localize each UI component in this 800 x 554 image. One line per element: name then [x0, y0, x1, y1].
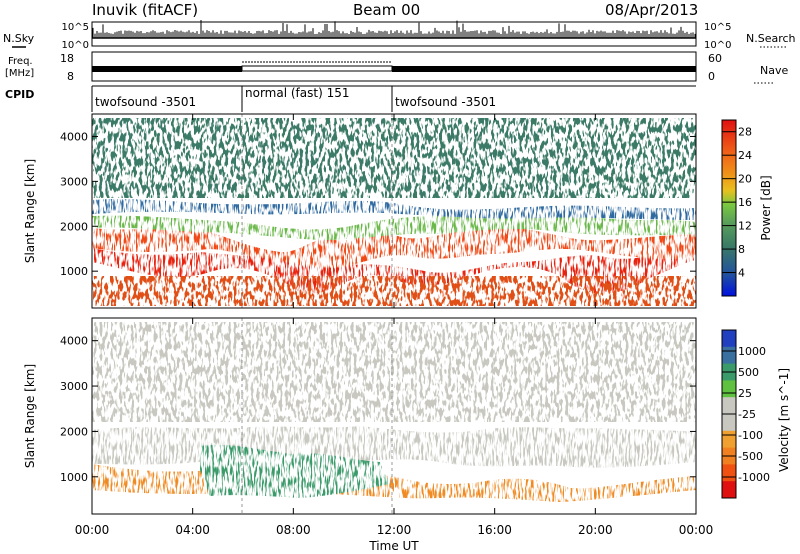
- power-sparse-high: [92, 118, 696, 198]
- noise-tick-top-left: 10^5: [62, 22, 89, 33]
- power-band-upper: [92, 215, 696, 240]
- power-sparse-low: [92, 276, 696, 306]
- nave-label: Nave: [760, 64, 788, 77]
- range-tick-label: 2000: [60, 425, 88, 438]
- colorbar-tick-label: 4: [738, 267, 745, 280]
- velocity-colorbar-ticks: 1000 500 25 -25 -100 -500 -1000: [722, 345, 770, 484]
- date-label: 08/Apr/2013: [605, 1, 698, 19]
- nave-tick-bottom: 0: [708, 70, 715, 83]
- cpid-segment-1: twofsound -3501: [95, 95, 196, 109]
- nsky-label: N.Sky: [3, 32, 35, 45]
- nsearch-label: N.Search: [746, 32, 796, 45]
- colorbar-tick-label: 28: [738, 126, 752, 139]
- colorbar-segment: [722, 380, 736, 398]
- power-colorbar-label: Power [dB]: [759, 175, 773, 240]
- colorbar-segment: [722, 346, 736, 365]
- power-scatter-sparse: [92, 118, 696, 306]
- nave-tick-top: 60: [708, 52, 722, 65]
- velocity-sparse-high: [92, 322, 696, 422]
- freq-label-1: Freq.: [8, 56, 33, 67]
- power-band-top: [92, 199, 696, 220]
- colorbar-tick-label: 12: [738, 220, 752, 233]
- range-tick-label: 2000: [60, 220, 88, 233]
- colorbar-tick-label: 25: [738, 387, 752, 400]
- power-band-low: [92, 246, 696, 294]
- velocity-scatter-main: [92, 426, 696, 502]
- colorbar-segment: [722, 430, 736, 449]
- freq-tick-top: 18: [60, 52, 74, 65]
- range-tick-label: 3000: [60, 175, 88, 188]
- time-tick-label: 12:00: [377, 523, 412, 537]
- range-tick-label: 4000: [60, 335, 88, 348]
- colorbar-tick-label: -25: [738, 408, 756, 421]
- time-tick-label: 16:00: [477, 523, 512, 537]
- colorbar-segment: [722, 414, 736, 432]
- freq-trace-right: [392, 66, 696, 72]
- noise-panel: N.Sky 10^5 10^0 10^5 10^0 N.Search: [3, 20, 796, 51]
- power-panel: 1000 2000 3000 4000 Slant Range [km] 4 8 12 16…: [23, 113, 773, 309]
- time-tick-label: 20:00: [578, 523, 613, 537]
- velocity-panel: 1000 2000 3000 4000 Slant Range [km] 1000 50…: [23, 317, 791, 515]
- time-tick-label: 00:00: [75, 523, 110, 537]
- colorbar-tick-label: 20: [738, 173, 752, 186]
- freq-tick-bottom: 8: [67, 70, 74, 83]
- velocity-colorbar-label: Velocity [m s^-1]: [777, 368, 791, 472]
- colorbar-segment: [722, 481, 736, 499]
- power-band-mid: [92, 225, 696, 268]
- freq-label-2: [MHz]: [5, 68, 34, 79]
- noise-tick-bottom-right: 10^0: [704, 40, 731, 51]
- noise-frame: [91, 21, 697, 47]
- colorbar-tick-label: -100: [738, 429, 763, 442]
- cpid-panel: CPID twofsound -3501 normal (fast) 151 t…: [5, 85, 696, 112]
- colorbar-tick-label: -1000: [738, 471, 770, 484]
- noise-tick-top-right: 10^5: [704, 22, 731, 33]
- noise-tick-bottom-left: 10^0: [62, 40, 89, 51]
- power-ylabel: Slant Range [km]: [23, 159, 37, 263]
- power-colorbar-ticks: 4 8 12 16 20 24 28: [722, 126, 752, 280]
- range-tick-label: 3000: [60, 380, 88, 393]
- colorbar-tick-label: 1000: [738, 345, 766, 358]
- colorbar-segment: [722, 464, 736, 482]
- time-tick-label: 00:00: [679, 523, 714, 537]
- freq-trace-left: [92, 66, 242, 72]
- cpid-segment-3: twofsound -3501: [395, 95, 496, 109]
- noise-trace: [92, 20, 696, 39]
- colorbar-tick-label: 24: [738, 149, 752, 162]
- power-colorbar: [721, 119, 737, 297]
- velocity-scatter-sparse: [92, 322, 696, 422]
- velocity-ylabel: Slant Range [km]: [23, 364, 37, 468]
- colorbar-tick-label: 500: [738, 366, 759, 379]
- time-axis: 00:00 04:00 08:00 12:00 16:00 20:00 00:00: [75, 523, 714, 537]
- colorbar-segment: [722, 330, 736, 348]
- range-tick-label: 4000: [60, 130, 88, 143]
- range-tick-label: 1000: [60, 471, 88, 484]
- cpid-segment-2: normal (fast) 151: [245, 86, 349, 100]
- velocity-axes: 1000 2000 3000 4000: [60, 318, 697, 514]
- power-scatter-main: [92, 199, 696, 294]
- time-tick-label: 08:00: [276, 523, 311, 537]
- colorbar-tick-label: 8: [738, 243, 745, 256]
- colorbar-segment: [722, 397, 736, 415]
- range-tick-label: 1000: [60, 265, 88, 278]
- time-tick-label: 04:00: [175, 523, 210, 537]
- beam-label: Beam 00: [353, 1, 420, 19]
- plot-title: Inuvik (fitACF): [92, 1, 198, 19]
- power-axes: 1000 2000 3000 4000: [60, 114, 697, 308]
- velocity-green-band: [200, 444, 390, 498]
- freq-trace-mid: [241, 65, 393, 72]
- freq-panel: Freq. [MHz] 18 8 60 0 Nave: [5, 51, 788, 84]
- time-axis-label: Time UT: [368, 539, 419, 553]
- cpid-label: CPID: [5, 88, 34, 101]
- colorbar-tick-label: 16: [738, 196, 752, 209]
- colorbar-tick-label: -500: [738, 450, 763, 463]
